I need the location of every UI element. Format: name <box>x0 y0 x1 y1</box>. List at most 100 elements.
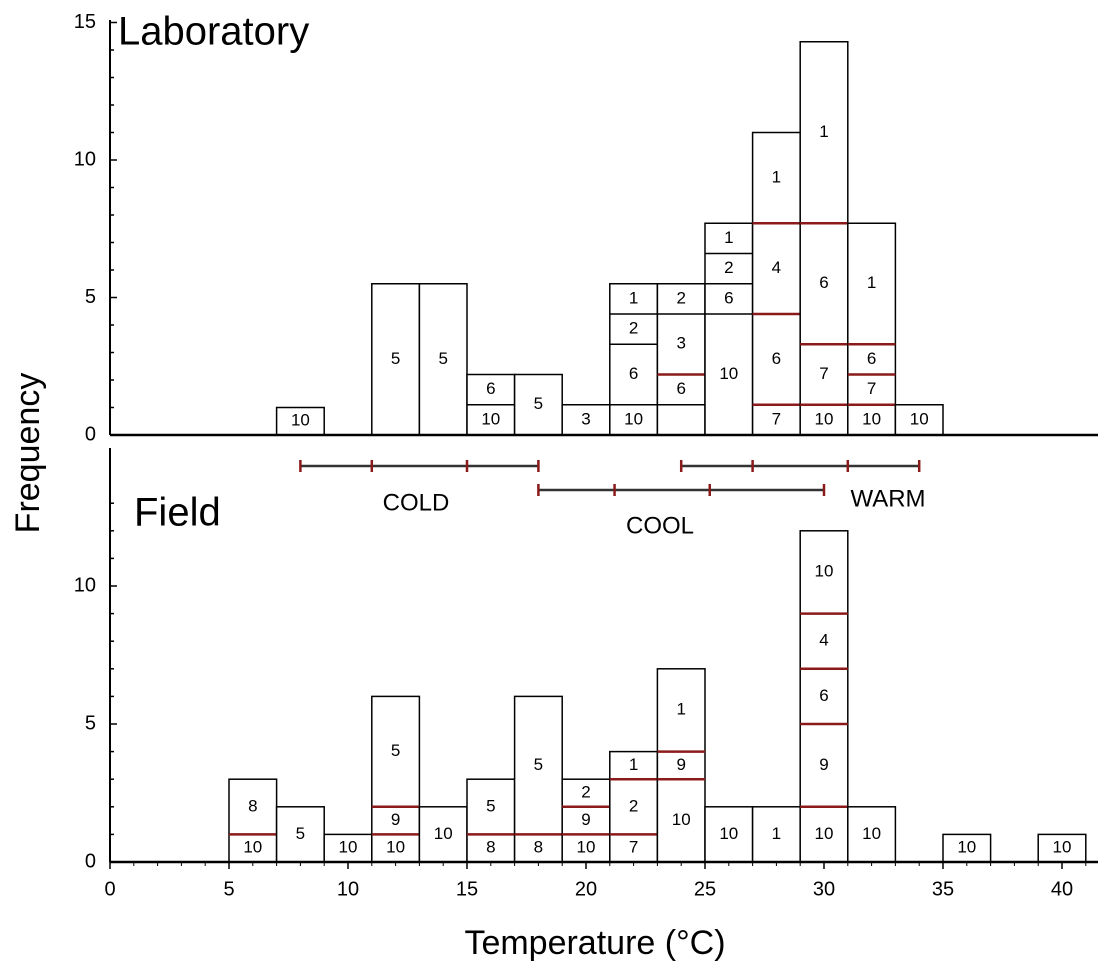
lab-segment-label: 6 <box>724 288 733 307</box>
field-segment-label: 5 <box>296 824 305 843</box>
lab-segment-label: 10 <box>719 364 738 383</box>
range-bar-label: WARM <box>850 485 925 512</box>
field-segment-label: 8 <box>248 796 257 815</box>
field-segment-label: 10 <box>1053 838 1072 857</box>
lab-bar <box>847 222 897 436</box>
lab-segment-label: 3 <box>676 334 685 353</box>
x-tick-label: 35 <box>932 878 954 900</box>
lab-bar <box>894 404 944 436</box>
lab-segment-label: 2 <box>676 288 685 307</box>
lab-segment-label: 1 <box>819 122 828 141</box>
field-bar <box>609 750 659 863</box>
x-tick-label: 15 <box>456 878 478 900</box>
field-segment-label: 5 <box>534 755 543 774</box>
lab-segment-label: 6 <box>867 349 876 368</box>
field-segment-label: 10 <box>957 838 976 857</box>
lab-segment-label: 7 <box>867 379 876 398</box>
field-segment-label: 6 <box>819 686 828 705</box>
lab-segment-label: 10 <box>481 409 500 428</box>
field-title: Field <box>134 491 221 535</box>
field-segment-label: 8 <box>486 838 495 857</box>
x-tick-label: 10 <box>337 878 359 900</box>
y-axis-title: Frequency <box>9 373 47 534</box>
lab-segment-label: 10 <box>910 409 929 428</box>
x-tick-label: 20 <box>575 878 597 900</box>
field-segment-label: 10 <box>243 838 262 857</box>
field-segment-label: 10 <box>386 838 405 857</box>
field-segment-label: 9 <box>391 810 400 829</box>
field-segment-label: 1 <box>629 755 638 774</box>
lab-bar <box>751 131 801 436</box>
field-segment-label: 10 <box>434 824 453 843</box>
lab-y-tick-label: 10 <box>74 148 96 170</box>
field-segment-label: 5 <box>486 796 495 815</box>
x-tick-label: 5 <box>223 878 234 900</box>
field-segment-label: 10 <box>577 838 596 857</box>
field-segment-label: 7 <box>629 838 638 857</box>
field-segment-label: 9 <box>819 755 828 774</box>
field-bar <box>466 778 516 863</box>
x-tick-label: 40 <box>1051 878 1073 900</box>
field-segment-label: 1 <box>772 824 781 843</box>
field-segment-label: 10 <box>815 824 834 843</box>
lab-segment-label: 6 <box>819 273 828 292</box>
x-tick-label: 25 <box>694 878 716 900</box>
lab-y-tick-label: 0 <box>85 423 96 445</box>
lab-segment-label: 2 <box>724 258 733 277</box>
lab-segment-label: 10 <box>291 411 310 430</box>
field-segment-label: 9 <box>676 755 685 774</box>
lab-segment-label: 6 <box>676 379 685 398</box>
lab-segment-label: 4 <box>772 258 781 277</box>
field-segment-label: 5 <box>391 741 400 760</box>
lab-segment-label: 6 <box>629 364 638 383</box>
field-y-tick-label: 0 <box>85 850 96 872</box>
lab-segment-label: 5 <box>391 349 400 368</box>
lab-segment-label: 1 <box>724 228 733 247</box>
lab-panel: 10 5 5 10 6 5 3 10 6 2 1 6 3 2 10 6 2 1 7 6 4 1 10 7 6 1 10 7 6 1 10 <box>109 20 1098 437</box>
lab-segment-label: 7 <box>772 409 781 428</box>
lab-segment-label: 6 <box>486 379 495 398</box>
field-segment-label: 9 <box>581 810 590 829</box>
field-segment-label: 10 <box>815 562 834 581</box>
field-bar <box>847 806 897 863</box>
lab-title: Laboratory <box>118 10 309 54</box>
lab-segment-label: 3 <box>581 409 590 428</box>
lab-segment-label: 5 <box>534 394 543 413</box>
field-segment-label: 1 <box>676 700 685 719</box>
lab-y-tick-label: 15 <box>74 11 96 33</box>
x-tick-label: 30 <box>813 878 835 900</box>
lab-segment-label: 1 <box>629 288 638 307</box>
field-segment-label: 2 <box>581 782 590 801</box>
field-bar <box>751 806 801 863</box>
lab-bar <box>704 222 754 436</box>
field-segment-label: 2 <box>629 796 638 815</box>
field-segment-label: 10 <box>862 824 881 843</box>
field-y-tick-label: 10 <box>74 574 96 596</box>
lab-segment-label: 10 <box>862 409 881 428</box>
lab-segment-label: 6 <box>772 349 781 368</box>
field-bar <box>1037 833 1087 863</box>
range-bar-label: COLD <box>383 489 450 516</box>
x-tick-label: 0 <box>104 878 115 900</box>
field-bar <box>323 833 373 863</box>
field-y-tick-label: 5 <box>85 712 96 734</box>
lab-segment-label: 1 <box>867 273 876 292</box>
field-segment-label: 10 <box>719 824 738 843</box>
field-segment-label: 8 <box>534 838 543 857</box>
field-segment-label: 4 <box>819 631 828 650</box>
lab-bar <box>418 283 468 436</box>
lab-segment-label: 10 <box>815 409 834 428</box>
field-bar <box>656 668 706 863</box>
lab-segment-label: 7 <box>819 364 828 383</box>
lab-y-tick-label: 5 <box>85 286 96 308</box>
lab-segment-label: 10 <box>624 409 643 428</box>
range-bar-label: COOL <box>626 512 694 539</box>
lab-segment-label: 1 <box>772 167 781 186</box>
field-segment-label: 10 <box>339 838 358 857</box>
lab-segment-label: 5 <box>438 349 447 368</box>
field-panel: 10 8 5 10 10 9 5 10 8 5 8 5 10 9 2 7 2 1 10 9 1 10 1 10 9 6 4 10 10 1… <box>109 448 1098 864</box>
field-segment-label: 10 <box>672 810 691 829</box>
lab-segment-label: 2 <box>629 319 638 338</box>
